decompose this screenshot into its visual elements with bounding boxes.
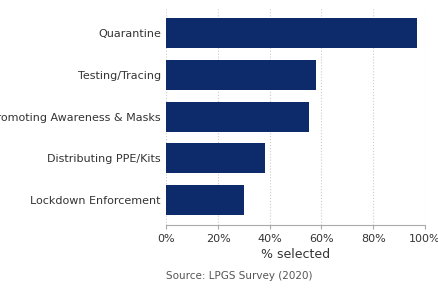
Bar xyxy=(166,18,417,48)
Bar xyxy=(166,102,308,132)
X-axis label: % selected: % selected xyxy=(261,248,330,261)
Bar xyxy=(166,185,244,215)
Bar xyxy=(166,143,265,173)
Bar xyxy=(166,60,316,90)
Text: Source: LPGS Survey (2020): Source: LPGS Survey (2020) xyxy=(166,271,313,281)
